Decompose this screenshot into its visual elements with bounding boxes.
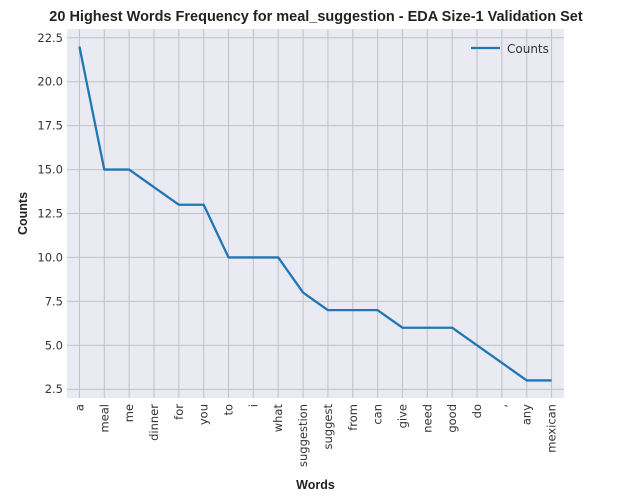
x-tick-label: good: [445, 404, 459, 433]
x-tick-label: can: [371, 404, 385, 425]
y-tick-label: 20.0: [37, 75, 63, 89]
x-tick-label: ,: [495, 404, 509, 408]
x-tick-label: meal: [97, 404, 111, 433]
chart-title: 20 Highest Words Frequency for meal_sugg…: [49, 9, 583, 25]
y-tick-label: 7.5: [45, 294, 63, 308]
x-tick-label: what: [271, 404, 285, 433]
y-axis-label: Counts: [16, 192, 30, 235]
x-tick-label: mexican: [545, 404, 559, 453]
y-tick-label: 22.5: [37, 31, 63, 45]
series-layer: [78, 46, 552, 382]
x-tick-label: a: [72, 404, 86, 411]
x-axis-ticks: a meal me dinner for you to i what suggestion sugg…: [72, 404, 558, 467]
y-tick-label: 2.5: [45, 382, 63, 396]
x-tick-label: me: [122, 404, 136, 422]
y-tick-label: 12.5: [37, 207, 63, 221]
legend-label-counts: Counts: [507, 42, 549, 56]
x-tick-label: to: [222, 404, 236, 416]
x-tick-label: for: [172, 404, 186, 420]
y-tick-label: 15.0: [37, 163, 63, 177]
x-tick-label: dinner: [147, 404, 161, 441]
x-axis-label: Words: [296, 478, 335, 492]
series-line-counts: [78, 46, 552, 382]
x-tick-label: do: [470, 404, 484, 418]
x-tick-label: any: [520, 404, 534, 425]
legend: Counts: [471, 42, 549, 56]
y-tick-label: 5.0: [45, 338, 63, 352]
x-tick-label: need: [420, 404, 434, 433]
grid: [67, 29, 564, 398]
x-tick-label: you: [197, 404, 211, 425]
y-tick-label: 10.0: [37, 250, 63, 264]
x-tick-label: give: [395, 404, 409, 428]
x-tick-label: suggestion: [296, 404, 310, 467]
x-tick-label: suggest: [321, 404, 335, 450]
y-axis-ticks: 2.5 5.0 7.5 10.0 12.5 15.0 17.5 20.0 22.5: [37, 31, 63, 396]
x-tick-label: from: [346, 404, 360, 431]
x-tick-label: i: [246, 404, 260, 407]
y-tick-label: 17.5: [37, 119, 63, 133]
